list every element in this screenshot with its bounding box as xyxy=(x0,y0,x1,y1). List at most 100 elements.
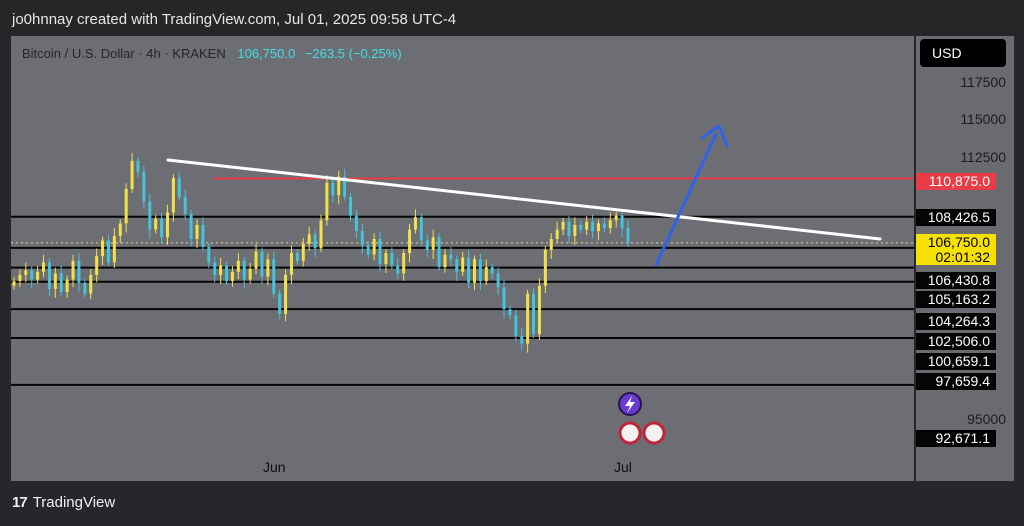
candle-body xyxy=(166,212,169,238)
candle-body xyxy=(484,267,488,282)
currency-button[interactable]: USD xyxy=(920,39,1006,67)
price-change: −263.5 (−0.25%) xyxy=(304,46,402,61)
candle-body xyxy=(59,273,63,293)
us-flag-icon xyxy=(642,421,666,445)
candle-body xyxy=(95,256,99,275)
candle-body xyxy=(455,259,459,272)
top-bar: jo0hnnay created with TradingView.com, J… xyxy=(0,0,1024,36)
candle-body xyxy=(384,253,388,264)
candle-body xyxy=(473,259,476,283)
candle-body xyxy=(496,273,500,288)
candle-body xyxy=(425,240,429,250)
candle-body xyxy=(195,224,199,239)
candle-body xyxy=(236,260,240,272)
candle-body xyxy=(360,231,364,246)
candle-body xyxy=(413,217,417,230)
candle-body xyxy=(213,262,217,275)
candle-body xyxy=(124,189,128,224)
candle-body xyxy=(337,176,341,196)
symbol-name: Bitcoin / U.S. Dollar · 4h · KRAKEN xyxy=(22,46,226,61)
candle-body xyxy=(343,176,347,197)
candle-body xyxy=(36,271,40,280)
candle-body xyxy=(567,221,571,236)
candle-body xyxy=(89,274,93,294)
candle-body xyxy=(508,309,512,316)
candle-body xyxy=(12,281,16,286)
current-price-tag: 106,750.0 02:01:32 xyxy=(916,234,996,265)
level-price-tag: 108,426.5 xyxy=(916,209,996,226)
candle-body xyxy=(130,160,134,190)
us-flag-icon xyxy=(618,421,642,445)
candle-body xyxy=(579,224,583,230)
candle-body xyxy=(18,274,22,282)
candle-body xyxy=(449,254,453,260)
candle-body xyxy=(71,260,75,280)
candle-body xyxy=(148,201,152,230)
candle-body xyxy=(189,214,193,239)
candle-body xyxy=(272,259,276,294)
candle-body xyxy=(331,182,335,196)
candle-body xyxy=(136,160,140,172)
candle-body xyxy=(626,228,630,243)
bar-countdown: 02:01:32 xyxy=(935,249,991,265)
level-price-tag: 105,163.2 xyxy=(916,291,996,308)
bolt-glyph-icon xyxy=(625,396,635,413)
resistance-price-tag: 110,875.0 xyxy=(916,173,996,190)
candle-body xyxy=(325,182,329,221)
candle-body xyxy=(47,262,51,289)
tradingview-logo[interactable]: 17 TradingView xyxy=(12,494,115,511)
candle-body xyxy=(313,234,317,249)
candle-body xyxy=(437,237,441,268)
candle-body xyxy=(307,234,311,244)
candle-body xyxy=(266,259,270,277)
candle-body xyxy=(201,224,205,247)
candle-body xyxy=(230,271,234,282)
candle-body xyxy=(378,238,382,264)
candle-body xyxy=(295,253,299,261)
candle-body xyxy=(431,237,435,250)
last-price: 106,750.0 xyxy=(237,46,296,61)
level-price-tag: 92,671.1 xyxy=(916,430,996,447)
projection-arrow-head xyxy=(700,124,729,148)
candle-body xyxy=(608,220,612,229)
candle-body xyxy=(602,223,606,229)
level-price-tag: 97,659.4 xyxy=(916,373,996,390)
candle-body xyxy=(502,287,506,310)
candle-body xyxy=(289,253,293,275)
candle-body xyxy=(177,178,181,197)
candle-body xyxy=(620,215,624,229)
candle-body xyxy=(396,265,400,274)
level-price-tag: 106,430.8 xyxy=(916,272,996,289)
candle-body xyxy=(183,196,187,214)
candle-body xyxy=(242,260,246,280)
chart-credit: jo0hnnay created with TradingView.com, J… xyxy=(12,11,457,28)
projection-arrow-shaft xyxy=(654,132,718,267)
y-tick-label: 117500 xyxy=(960,74,1006,90)
candle-body xyxy=(219,265,223,275)
candle-body xyxy=(614,215,618,221)
candle-body xyxy=(30,270,34,280)
candle-body xyxy=(390,253,394,266)
level-price-tag: 100,659.1 xyxy=(916,353,996,370)
candle-body xyxy=(419,217,423,241)
y-tick-label: 115000 xyxy=(960,111,1006,127)
current-price-value: 106,750.0 xyxy=(927,234,990,250)
candle-body xyxy=(478,259,482,282)
candle-body xyxy=(106,240,110,263)
x-tick-label: Jul xyxy=(614,459,632,475)
candle-body xyxy=(301,243,305,261)
candle-body xyxy=(490,267,494,274)
y-tick-label: 95000 xyxy=(967,411,1006,427)
candle-body xyxy=(118,223,122,236)
candle-body xyxy=(591,221,595,232)
candle-body xyxy=(537,285,541,335)
brand-name: TradingView xyxy=(32,494,116,511)
candle-body xyxy=(543,249,547,286)
candle-body xyxy=(555,229,559,239)
candle-body xyxy=(112,235,116,263)
candle-body xyxy=(372,238,376,255)
candle-body xyxy=(366,245,370,255)
candle-body xyxy=(101,240,105,257)
candle-body xyxy=(160,218,164,238)
